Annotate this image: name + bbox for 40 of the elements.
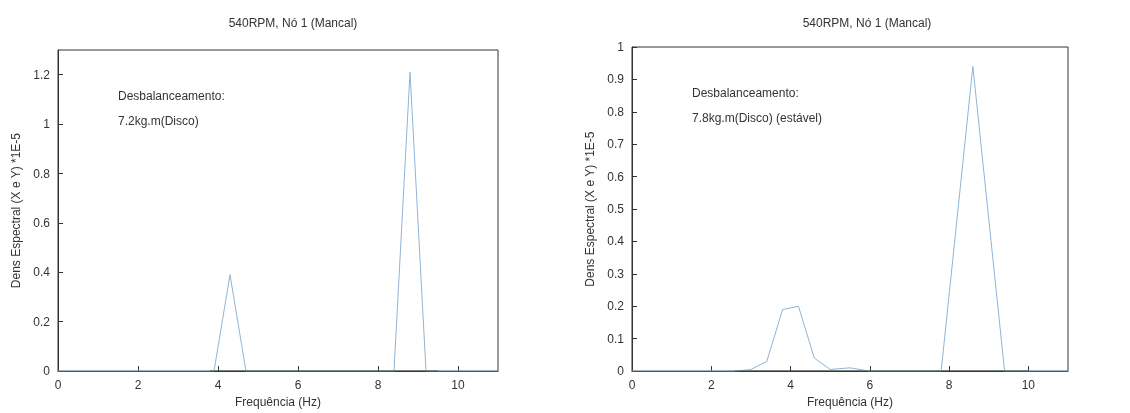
y-tick-label: 0.6 <box>607 169 625 184</box>
y-axis-title: Dens Espectral (X e Y) *1E-5 <box>9 132 24 289</box>
y-tick-label: 0.8 <box>33 166 51 181</box>
y-tick-label: 0.6 <box>33 215 51 230</box>
y-tick-label: 1.2 <box>33 67 51 82</box>
y-axis-title: Dens Espectral (X e Y) *1E-5 <box>583 131 598 287</box>
y-tick-label: 1 <box>617 40 625 54</box>
y-tick-label: 0.3 <box>607 266 625 281</box>
chart-title: 540RPM, Nó 1 (Mancal) <box>802 16 932 30</box>
x-tick-label: 6 <box>294 378 302 393</box>
x-axis-title: Frequência (Hz) <box>806 395 894 409</box>
annotation: Desbalanceamento: <box>118 89 225 103</box>
y-tick-label: 0.4 <box>607 234 625 249</box>
chart-title: 540RPM, Nó 1 (Mancal) <box>228 16 358 30</box>
y-tick-label: 0.9 <box>607 72 625 87</box>
y-tick-label: 0.7 <box>607 137 625 152</box>
x-tick-label: 0 <box>628 378 636 393</box>
y-tick-label: 0.4 <box>33 265 51 280</box>
x-axis-title: Frequência (Hz) <box>234 395 322 409</box>
x-tick-label: 10 <box>1021 378 1036 393</box>
y-tick-label: 0.2 <box>607 299 625 314</box>
annotation: 7.8kg.m(Disco) (estável) <box>692 111 823 125</box>
x-tick-label: 4 <box>787 378 795 393</box>
y-tick-label: 0.5 <box>607 202 625 217</box>
y-tick-label: 0 <box>617 364 625 379</box>
annotation: Desbalanceamento: <box>692 86 799 100</box>
y-tick-label: 0.1 <box>607 331 625 346</box>
annotation: 7.2kg.m(Disco) <box>118 114 199 128</box>
y-tick-label: 0 <box>43 364 51 379</box>
x-tick-label: 2 <box>134 378 142 393</box>
x-tick-label: 8 <box>374 378 382 393</box>
x-tick-label: 2 <box>707 378 715 393</box>
y-tick-label: 0.2 <box>33 314 51 329</box>
y-tick-label: 1 <box>43 117 51 132</box>
x-tick-label: 0 <box>54 378 62 393</box>
x-tick-label: 4 <box>214 378 222 393</box>
x-tick-label: 10 <box>451 378 465 393</box>
x-tick-label: 6 <box>866 378 874 393</box>
x-tick-label: 8 <box>945 378 953 393</box>
y-tick-label: 0.8 <box>607 104 625 119</box>
